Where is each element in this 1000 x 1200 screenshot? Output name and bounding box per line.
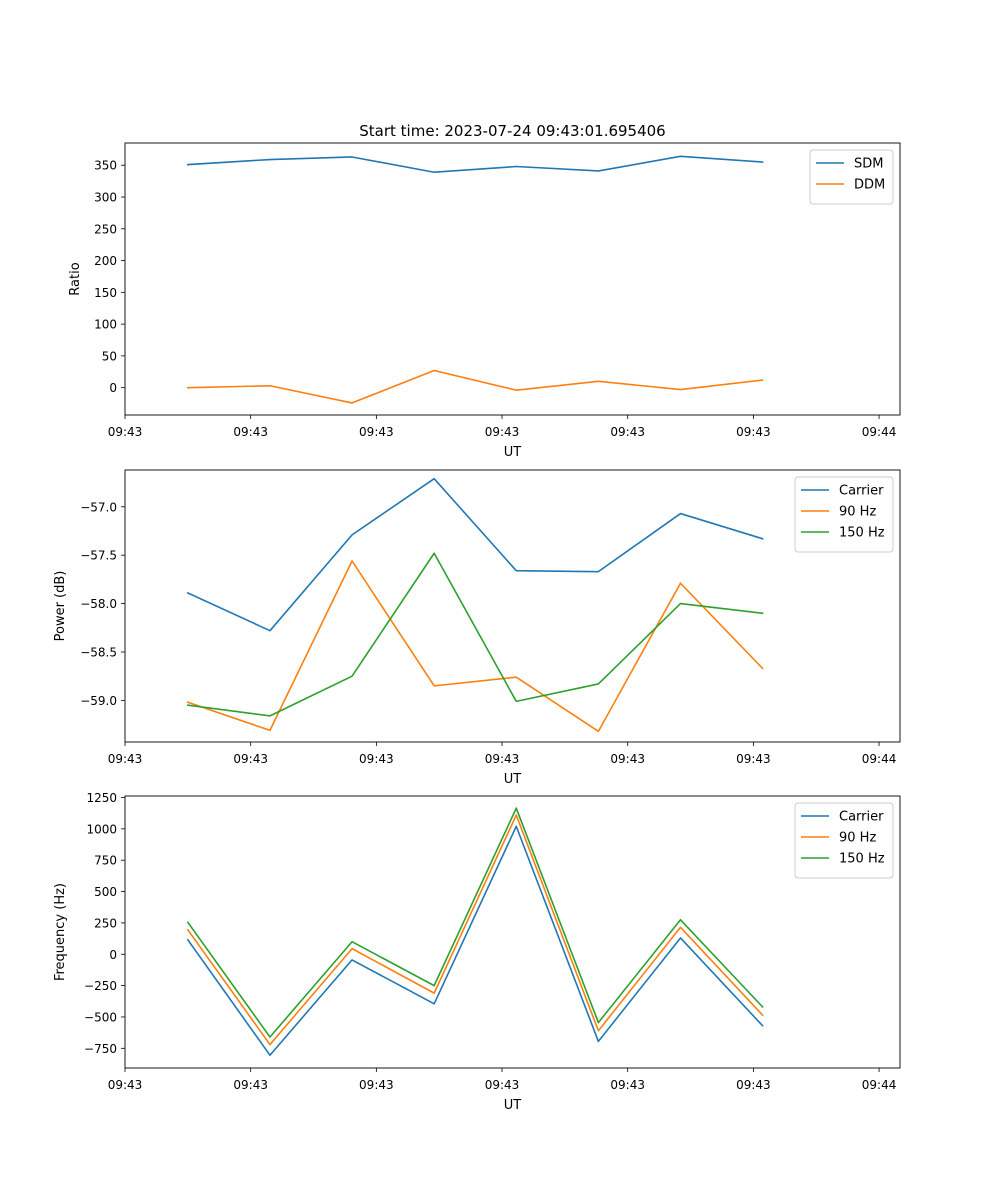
- y-tick-label: 200: [94, 254, 117, 268]
- y-tick-label: 50: [102, 349, 117, 363]
- y-axis-label: Ratio: [68, 262, 83, 295]
- x-tick-label: 09:43: [108, 752, 143, 766]
- series-line-ddm: [187, 369, 764, 404]
- x-axis-label: UT: [504, 1098, 522, 1113]
- series-line-90-hz: [186, 814, 764, 1046]
- series-line-sdm: [186, 155, 764, 174]
- y-tick-label: 750: [94, 854, 117, 868]
- series-line-90-hz: [186, 560, 764, 733]
- x-tick-label: 09:44: [862, 425, 897, 439]
- x-tick-label: 09:43: [610, 1078, 645, 1092]
- x-tick-label: 09:43: [359, 752, 394, 766]
- x-tick-label: 09:43: [485, 1078, 520, 1092]
- x-tick-label: 09:43: [233, 425, 268, 439]
- subplot-3: 09:43 09:43 09:43 09:43 09:43 09:43 09:44 −750 −…: [53, 791, 901, 1113]
- y-tick-label: −57.5: [80, 549, 117, 563]
- x-tick-label: 09:43: [485, 752, 520, 766]
- axes-frame: [124, 795, 901, 1069]
- x-tick-label: 09:43: [233, 752, 268, 766]
- subplot-2: 09:43 09:43 09:43 09:43 09:43 09:43 09:44 −59.0…: [53, 469, 901, 787]
- legend: Carrier 90 Hz 150 Hz: [794, 802, 894, 879]
- x-tick-label: 09:43: [233, 1078, 268, 1092]
- y-tick-label: 0: [109, 381, 117, 395]
- y-tick-label: 250: [94, 916, 117, 930]
- x-axis-label: UT: [504, 445, 522, 460]
- x-tick-label: 09:43: [610, 752, 645, 766]
- x-tick-label: 09:43: [108, 425, 143, 439]
- y-tick-label: 100: [94, 318, 117, 332]
- y-tick-label: −57.0: [80, 500, 117, 514]
- legend-label: Carrier: [839, 484, 884, 499]
- y-tick-label: −59.0: [80, 694, 117, 708]
- x-tick-label: 09:43: [359, 1078, 394, 1092]
- legend-label: Carrier: [839, 810, 884, 825]
- legend-label: SDM: [854, 157, 883, 172]
- x-tick-label: 09:43: [359, 425, 394, 439]
- y-tick-label: 350: [94, 159, 117, 173]
- y-tick-label: −250: [84, 979, 117, 993]
- y-tick-label: 250: [94, 222, 117, 236]
- y-axis-label: Frequency (Hz): [53, 883, 68, 981]
- subplot-1: Start time: 2023-07-24 09:43:01.695406 09…: [68, 122, 901, 460]
- y-tick-label: 500: [94, 885, 117, 899]
- legend: Carrier 90 Hz 150 Hz: [794, 476, 894, 553]
- series-line-carrier: [186, 477, 764, 632]
- y-tick-label: 150: [94, 286, 117, 300]
- series-line-150-hz: [186, 552, 764, 717]
- y-tick-label: 1000: [86, 822, 117, 836]
- axes-frame: [124, 469, 901, 743]
- legend-frame: [794, 476, 894, 553]
- axes-frame: [124, 142, 901, 416]
- x-tick-label: 09:43: [736, 425, 771, 439]
- chart-title: Start time: 2023-07-24 09:43:01.695406: [359, 122, 665, 140]
- legend-frame: [794, 802, 894, 879]
- x-tick-label: 09:43: [485, 425, 520, 439]
- y-axis-label: Power (dB): [53, 571, 68, 642]
- x-axis-label: UT: [504, 772, 522, 787]
- legend-label: 90 Hz: [839, 831, 876, 846]
- legend-label: 150 Hz: [839, 526, 885, 541]
- x-tick-label: 09:44: [862, 1078, 897, 1092]
- x-tick-label: 09:43: [108, 1078, 143, 1092]
- x-tick-label: 09:43: [736, 1078, 771, 1092]
- x-tick-label: 09:43: [736, 752, 771, 766]
- y-tick-label: −500: [84, 1010, 117, 1024]
- x-tick-label: 09:44: [862, 752, 897, 766]
- y-tick-label: −58.5: [80, 645, 117, 659]
- y-tick-label: −58.0: [80, 597, 117, 611]
- series-line-150-hz: [186, 807, 764, 1038]
- series-line-carrier: [186, 825, 764, 1057]
- y-tick-label: 300: [94, 191, 117, 205]
- legend-label: DDM: [854, 178, 885, 193]
- y-tick-label: 1250: [86, 791, 117, 805]
- legend: SDM DDM: [809, 149, 894, 205]
- x-tick-label: 09:43: [610, 425, 645, 439]
- y-tick-label: −750: [84, 1042, 117, 1056]
- legend-label: 150 Hz: [839, 852, 885, 867]
- y-tick-label: 0: [109, 948, 117, 962]
- legend-label: 90 Hz: [839, 505, 876, 520]
